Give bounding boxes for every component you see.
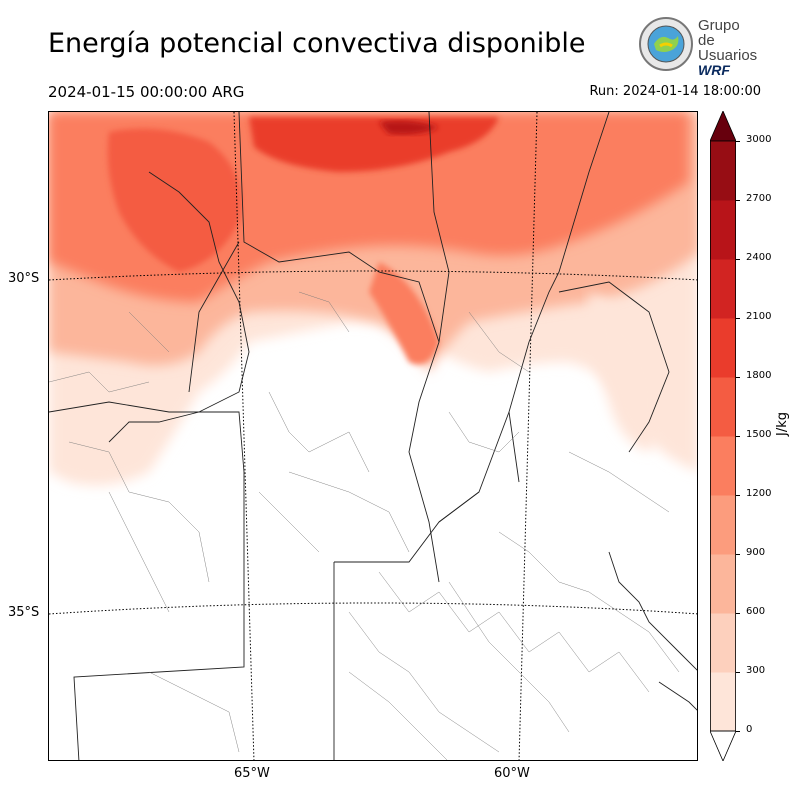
colorbar-tick-label: 1200 [746,488,772,499]
colorbar-segment [710,495,736,555]
colorbar-tick-mark [736,200,740,201]
colorbar-tick-label: 3000 [746,134,772,145]
colorbar-tick-mark [736,554,740,555]
valid-time: 2024-01-15 00:00:00 ARG [48,83,245,101]
colorbar-tick-mark [736,377,740,378]
colorbar-segment [710,613,736,673]
lon-label-60w: 60°W [494,766,530,781]
colorbar-tick-mark [736,495,740,496]
colorbar-tick-label: 1500 [746,429,772,440]
colorbar-tick-label: 900 [746,547,766,558]
colorbar-graphic [709,109,737,763]
colorbar-tick-label: 300 [746,665,766,676]
colorbar-tick-mark [736,672,740,673]
colorbar-tick-mark [736,613,740,614]
colorbar-frame [710,140,736,732]
lat-label-35s: 35°S [8,605,40,620]
wrf-logo: Grupo de Usuarios WRF [638,16,760,78]
department-borders [49,291,680,760]
colorbar-tick-mark [736,436,740,437]
colorbar-segment [710,141,736,201]
colorbar-segment [710,377,736,437]
colorbar-tick-label: 0 [746,724,753,735]
run-time: Run: 2024-01-14 18:00:00 [589,84,761,99]
coastline [608,551,697,711]
colorbar-tick-label: 2100 [746,311,772,322]
colorbar-unit: J/kg [775,412,790,436]
map-canvas [49,112,697,760]
colorbar-tick-label: 1800 [746,370,772,381]
colorbar-segment [710,672,736,732]
province-borders [49,112,670,760]
colorbar-extend-low [709,730,737,763]
colorbar-tick-mark [736,318,740,319]
graticule [49,112,697,760]
colorbar-segment [710,200,736,260]
cape-map [48,111,698,761]
colorbar-segment [710,259,736,319]
map-title: Energía potencial convectiva disponible [48,28,586,59]
colorbar-tick-mark [736,141,740,142]
cape-field [49,112,697,486]
logo-line3: WRF [698,62,730,78]
colorbar-segment [710,436,736,496]
colorbar-extend-high [709,109,737,142]
colorbar-tick-label: 2400 [746,252,772,263]
colorbar-tick-mark [736,731,740,732]
colorbar [709,109,737,763]
colorbar-tick-label: 2700 [746,193,772,204]
lat-label-30s: 30°S [8,271,40,286]
logo-line2: Usuarios [698,47,758,64]
colorbar-tick-mark [736,259,740,260]
colorbar-segment [710,318,736,378]
colorbar-tick-label: 600 [746,606,766,617]
globe-seal-icon [639,17,693,71]
lon-label-65w: 65°W [234,766,270,781]
colorbar-segment [710,554,736,614]
logo-line1: Grupo de [698,17,740,49]
